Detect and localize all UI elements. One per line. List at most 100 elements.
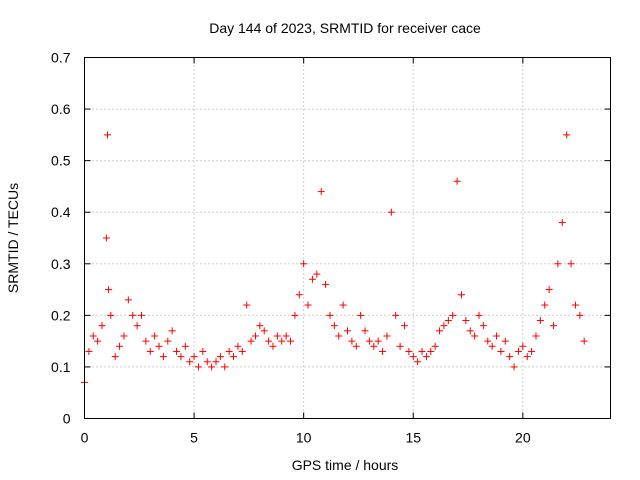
data-point — [221, 363, 229, 371]
data-point — [523, 353, 531, 361]
chart-title: Day 144 of 2023, SRMTID for receiver cac… — [209, 20, 481, 36]
data-point — [453, 177, 461, 185]
y-tick-label: 0.1 — [51, 359, 71, 375]
data-point — [339, 301, 347, 309]
data-point — [440, 322, 448, 330]
data-point — [212, 358, 220, 366]
data-point — [576, 311, 584, 319]
data-point — [326, 311, 334, 319]
data-point — [462, 317, 470, 325]
data-point — [295, 291, 303, 299]
data-point — [352, 342, 360, 350]
y-tick-label: 0 — [63, 411, 71, 427]
y-axis-label: SRMTID / TECUs — [5, 183, 21, 293]
data-point — [85, 347, 93, 355]
data-point — [146, 347, 154, 355]
data-point — [344, 327, 351, 335]
data-point — [374, 337, 382, 345]
x-tick-label: 5 — [190, 430, 198, 446]
data-point — [260, 327, 268, 335]
y-tick-label: 0.7 — [51, 50, 71, 66]
data-point — [251, 332, 259, 340]
data-point — [571, 301, 579, 309]
data-point — [225, 347, 233, 355]
data-point — [230, 353, 238, 361]
x-tick-label: 15 — [405, 430, 421, 446]
data-point — [89, 332, 97, 340]
data-point — [120, 332, 128, 340]
data-point — [563, 131, 571, 139]
data-point — [493, 332, 501, 340]
data-point — [479, 322, 487, 330]
data-point — [216, 353, 224, 361]
data-point — [444, 317, 452, 325]
data-point — [102, 234, 110, 242]
data-point — [94, 337, 102, 345]
data-point — [550, 322, 558, 330]
data-point — [151, 332, 159, 340]
data-point — [528, 347, 536, 355]
data-point — [168, 327, 176, 335]
data-point — [365, 337, 373, 345]
data-point — [348, 337, 356, 345]
data-point — [177, 353, 185, 361]
data-point — [361, 327, 369, 335]
x-tick-label: 20 — [515, 430, 531, 446]
data-point — [173, 347, 181, 355]
data-point — [554, 260, 562, 268]
data-point — [308, 275, 316, 283]
data-point — [392, 311, 400, 319]
data-point — [405, 347, 413, 355]
data-point — [164, 337, 172, 345]
data-point — [234, 342, 242, 350]
data-point — [400, 322, 408, 330]
y-tick-label: 0.2 — [51, 307, 71, 323]
data-point — [282, 332, 290, 340]
data-point — [137, 311, 145, 319]
data-point — [322, 280, 330, 288]
data-point — [422, 353, 430, 361]
data-point — [278, 337, 286, 345]
data-point — [194, 363, 202, 371]
data-point — [418, 347, 426, 355]
data-point — [104, 131, 112, 139]
grid — [84, 57, 611, 419]
data-point — [466, 327, 474, 335]
y-tick-label: 0.3 — [51, 256, 71, 272]
data-point — [506, 353, 514, 361]
data-point — [247, 337, 255, 345]
data-point — [427, 347, 435, 355]
data-point — [379, 347, 387, 355]
data-point — [471, 332, 479, 340]
y-tick-labels: 0 0.1 0.2 0.3 0.4 0.5 0.6 0.7 — [51, 50, 71, 427]
data-point — [475, 311, 483, 319]
data-point — [107, 311, 115, 319]
data-point — [501, 337, 509, 345]
data-point — [409, 353, 417, 361]
data-point — [497, 347, 505, 355]
plot-frame — [84, 57, 611, 419]
data-point — [199, 347, 207, 355]
data-point — [287, 337, 295, 345]
data-point — [181, 342, 189, 350]
data-point — [105, 286, 113, 294]
data-point — [133, 322, 141, 330]
x-tick-labels: 0 5 10 15 20 — [81, 430, 531, 446]
data-point — [330, 322, 338, 330]
data-point — [155, 342, 163, 350]
data-point — [357, 311, 365, 319]
data-point — [457, 291, 465, 299]
data-point — [541, 301, 549, 309]
data-point — [396, 342, 404, 350]
data-point — [436, 327, 444, 335]
axis-ticks — [84, 57, 611, 419]
data-point — [414, 358, 422, 366]
data-point — [431, 342, 439, 350]
data-point — [514, 347, 522, 355]
data-point — [519, 342, 527, 350]
data-point — [116, 342, 124, 350]
x-tick-label: 10 — [296, 430, 312, 446]
data-point — [124, 296, 132, 304]
data-point — [449, 311, 457, 319]
